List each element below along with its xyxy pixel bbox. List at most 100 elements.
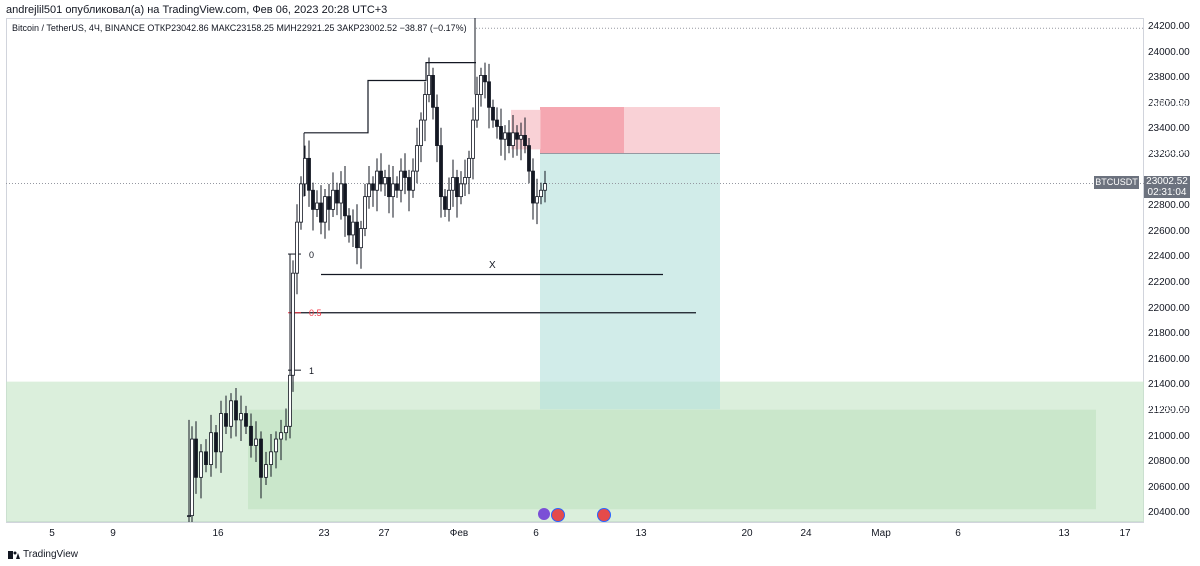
time-tick: Фев [449, 528, 469, 539]
event-icon[interactable] [538, 508, 550, 520]
price-tick: 22200.00 [1148, 277, 1190, 288]
candle-body [239, 413, 243, 421]
price-tick: 20400.00 [1148, 507, 1190, 519]
candle-body [367, 183, 371, 198]
candle-body [284, 425, 288, 434]
us-flag-icon[interactable] [597, 508, 611, 522]
candle-body [307, 157, 311, 191]
candle-body [415, 145, 419, 172]
candle-body [455, 177, 459, 198]
candle-body [363, 196, 367, 229]
candle-body [204, 451, 208, 465]
candle-body [315, 202, 319, 210]
price-tick: 22800.00 [1148, 200, 1190, 212]
candle-body [359, 228, 363, 249]
time-tick: 9 [110, 528, 116, 539]
candle-body [355, 221, 359, 249]
time-tick: 20 [741, 528, 753, 539]
current-price: 23002.52 [1146, 176, 1188, 187]
price-tick: 22400.00 [1148, 251, 1190, 263]
candle-body [411, 170, 415, 191]
candle-body [214, 432, 218, 453]
us-flag-icon[interactable] [551, 508, 565, 522]
candle-body [403, 170, 407, 178]
candle-body [495, 119, 499, 127]
candle-body [327, 196, 331, 210]
price-scale[interactable]: 24200.00 24000.00 23800.00 23600.00 23400.00… [1144, 18, 1200, 522]
candle-body [491, 106, 495, 121]
candle-body [383, 177, 387, 185]
time-tick: 17 [1119, 528, 1131, 539]
candle-body [407, 177, 411, 191]
symbol-info: Bitcoin / TetherUS, 4Ч, BINANCE ОТКР2304… [12, 23, 467, 33]
symbol-badge: BTCUSDT [1094, 176, 1139, 189]
candle-body [451, 177, 455, 191]
candle-body [331, 189, 335, 210]
candle-body [299, 183, 303, 223]
candle-body [351, 221, 355, 236]
publish-info: andrejlil501 опубликовал(а) на TradingVi… [6, 4, 388, 16]
candle-body [467, 157, 471, 178]
price-tick: 21800.00 [1148, 328, 1190, 340]
candle-body [229, 400, 233, 427]
price-tick: 22600.00 [1148, 225, 1190, 237]
time-tick: 13 [635, 528, 647, 539]
candle-body [539, 189, 543, 198]
target-price-badge: 21233.55 [1146, 404, 1188, 415]
candle-body [511, 132, 515, 146]
price-tick: 24000.00 [1148, 46, 1190, 58]
candle-body [395, 183, 399, 191]
candle-body [447, 189, 451, 210]
entry-price-badge: 23238.34 [1146, 146, 1188, 157]
candle-body [431, 75, 435, 108]
candle-body [199, 451, 203, 478]
candle-body [335, 189, 339, 204]
candle-body [503, 132, 507, 140]
time-tick: Мар [871, 528, 891, 539]
tradingview-logo-icon [8, 550, 20, 559]
candle-body [339, 183, 343, 204]
tradingview-footer: TradingView [8, 549, 78, 560]
price-tick: 24200.00 [1148, 21, 1190, 32]
fib-level-05: 0.5 [309, 308, 322, 318]
candle-body [387, 177, 391, 198]
candle-body [279, 432, 283, 440]
candle-body [264, 464, 268, 478]
candle-body [527, 145, 531, 172]
candle-body [303, 157, 307, 185]
current-price-badge: 23002.52 02:31:04 [1144, 176, 1190, 198]
candle-body [519, 134, 523, 140]
footer-label: TradingView [23, 549, 79, 560]
price-tick: 23600.00 [1148, 97, 1190, 109]
time-tick: 6 [533, 528, 539, 539]
price-chart[interactable] [6, 18, 1144, 522]
candle-body [499, 126, 503, 140]
price-tick: 21200.00 [1148, 405, 1190, 416]
candle-body [475, 94, 479, 121]
candle-body [343, 183, 347, 217]
candle-body [274, 438, 278, 453]
price-tick: 20600.00 [1148, 481, 1190, 493]
candle-body [269, 451, 273, 465]
time-tick: 24 [800, 528, 812, 539]
structure-line [304, 62, 476, 134]
time-tick: 5 [49, 528, 55, 539]
candle-body [288, 374, 292, 427]
fib-level-1: 1 [309, 366, 315, 376]
price-tick: 23200.00 [1148, 149, 1190, 160]
candle-body [190, 438, 194, 517]
candle-body [347, 215, 351, 236]
fib-level-0: 0 [309, 250, 315, 260]
candle-body [507, 132, 511, 146]
candle-body [249, 425, 253, 446]
price-tick: 21400.00 [1148, 379, 1190, 391]
candle-body [439, 145, 443, 198]
time-tick: 23 [318, 528, 330, 539]
time-axis[interactable]: 5 9 16 23 27 Фев 6 13 20 24 Мар 6 13 17 [6, 522, 1144, 543]
candle-body [523, 134, 527, 146]
price-tick: 20800.00 [1148, 456, 1190, 468]
stop-zone-filled [540, 107, 624, 154]
candle-body [487, 81, 491, 108]
time-tick: 27 [378, 528, 390, 539]
candle-body [459, 183, 463, 198]
